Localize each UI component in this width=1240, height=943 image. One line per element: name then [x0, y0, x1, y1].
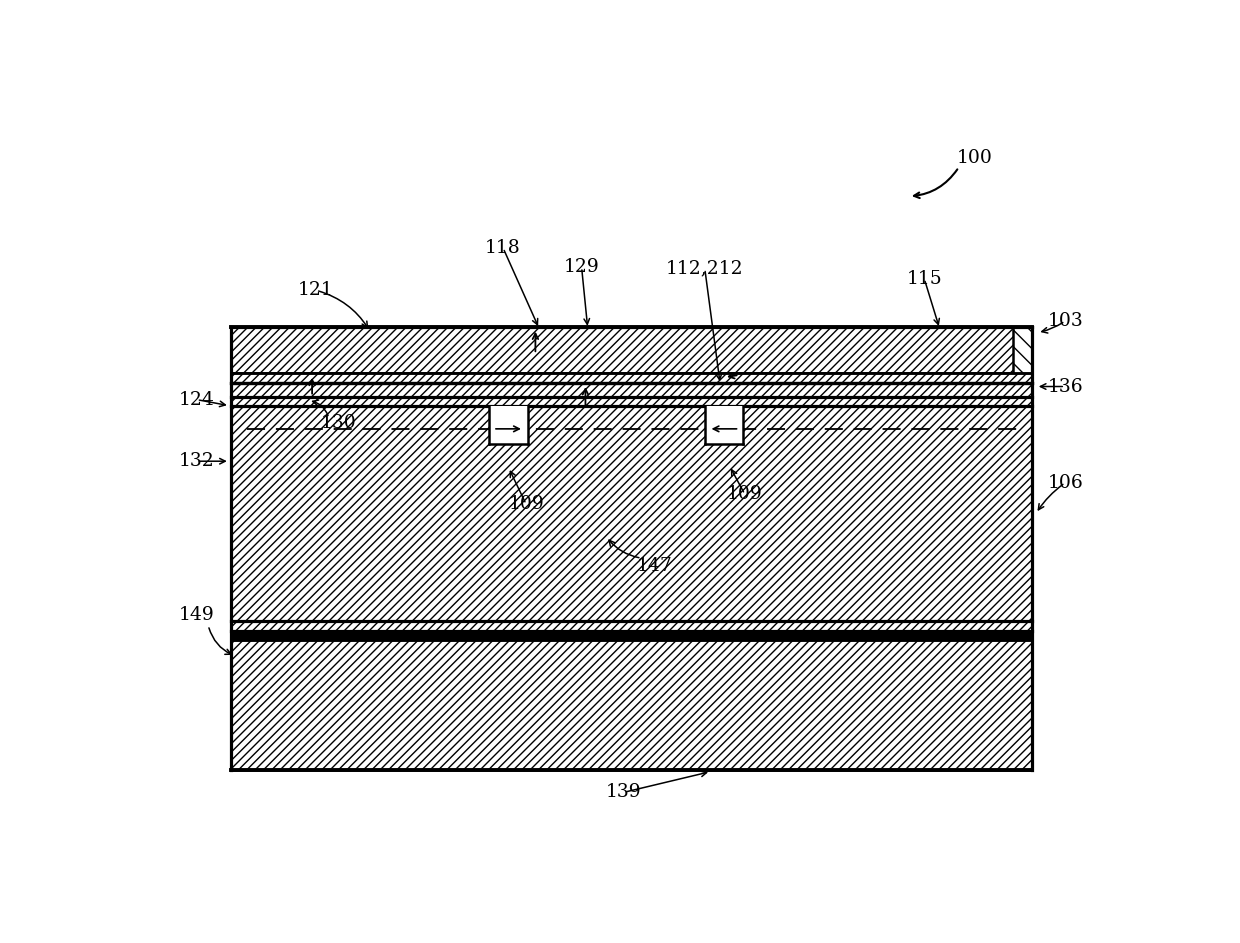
Text: 109: 109 — [508, 495, 544, 513]
Text: 118: 118 — [485, 239, 521, 256]
Text: 100: 100 — [956, 149, 992, 167]
Text: 147: 147 — [637, 557, 672, 575]
Text: 103: 103 — [1048, 312, 1083, 330]
Polygon shape — [231, 373, 1032, 383]
Text: 136: 136 — [1048, 377, 1083, 395]
Polygon shape — [231, 621, 1032, 631]
Text: 106: 106 — [1048, 473, 1083, 491]
Text: 139: 139 — [606, 784, 642, 802]
Text: 124: 124 — [179, 390, 215, 408]
Polygon shape — [231, 405, 1032, 621]
Bar — [704, 405, 743, 444]
Polygon shape — [231, 631, 1032, 640]
Text: 115: 115 — [906, 270, 942, 288]
Text: 109: 109 — [727, 486, 763, 504]
Text: 121: 121 — [298, 281, 334, 299]
Polygon shape — [231, 396, 1032, 405]
Text: 112,212: 112,212 — [666, 259, 744, 277]
Bar — [490, 405, 528, 444]
Polygon shape — [231, 383, 1032, 396]
Text: 149: 149 — [179, 606, 215, 624]
Polygon shape — [1013, 327, 1032, 396]
Polygon shape — [231, 640, 1032, 770]
Text: 129: 129 — [564, 258, 599, 276]
Text: 130: 130 — [321, 414, 357, 432]
Text: 132: 132 — [179, 453, 215, 471]
Polygon shape — [231, 327, 1032, 396]
